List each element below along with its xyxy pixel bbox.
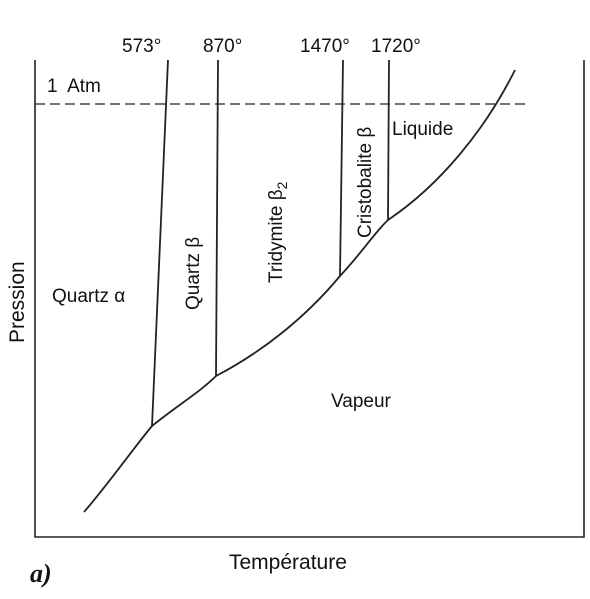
boundary-870	[215, 59, 219, 377]
boundary-1720	[387, 59, 390, 221]
phase-liquide: Liquide	[392, 119, 453, 140]
tridymite-main: Tridymite β	[266, 189, 287, 283]
phase-quartz-alpha: Quartz α	[52, 286, 125, 307]
atm-label: 1 Atm	[47, 76, 101, 97]
plot-frame	[34, 60, 585, 538]
temp-label-1720: 1720°	[371, 36, 421, 57]
vapor-curve	[83, 69, 516, 513]
panel-label: a)	[30, 559, 52, 588]
temp-label-1470: 1470°	[300, 36, 350, 57]
boundary-1470	[339, 59, 344, 277]
phase-cristobalite: Cristobalite β	[355, 127, 376, 238]
x-axis-label: Température	[229, 551, 347, 574]
temp-label-573: 573°	[122, 36, 161, 57]
temp-label-870: 870°	[203, 36, 242, 57]
phase-vapeur: Vapeur	[331, 391, 392, 412]
phase-quartz-beta: Quartz β	[183, 237, 204, 310]
tridymite-subscript: 2	[274, 181, 290, 189]
y-axis-label: Pression	[6, 261, 29, 343]
phase-tridymite: Tridymite β2	[266, 181, 290, 283]
boundary-573	[151, 59, 169, 427]
